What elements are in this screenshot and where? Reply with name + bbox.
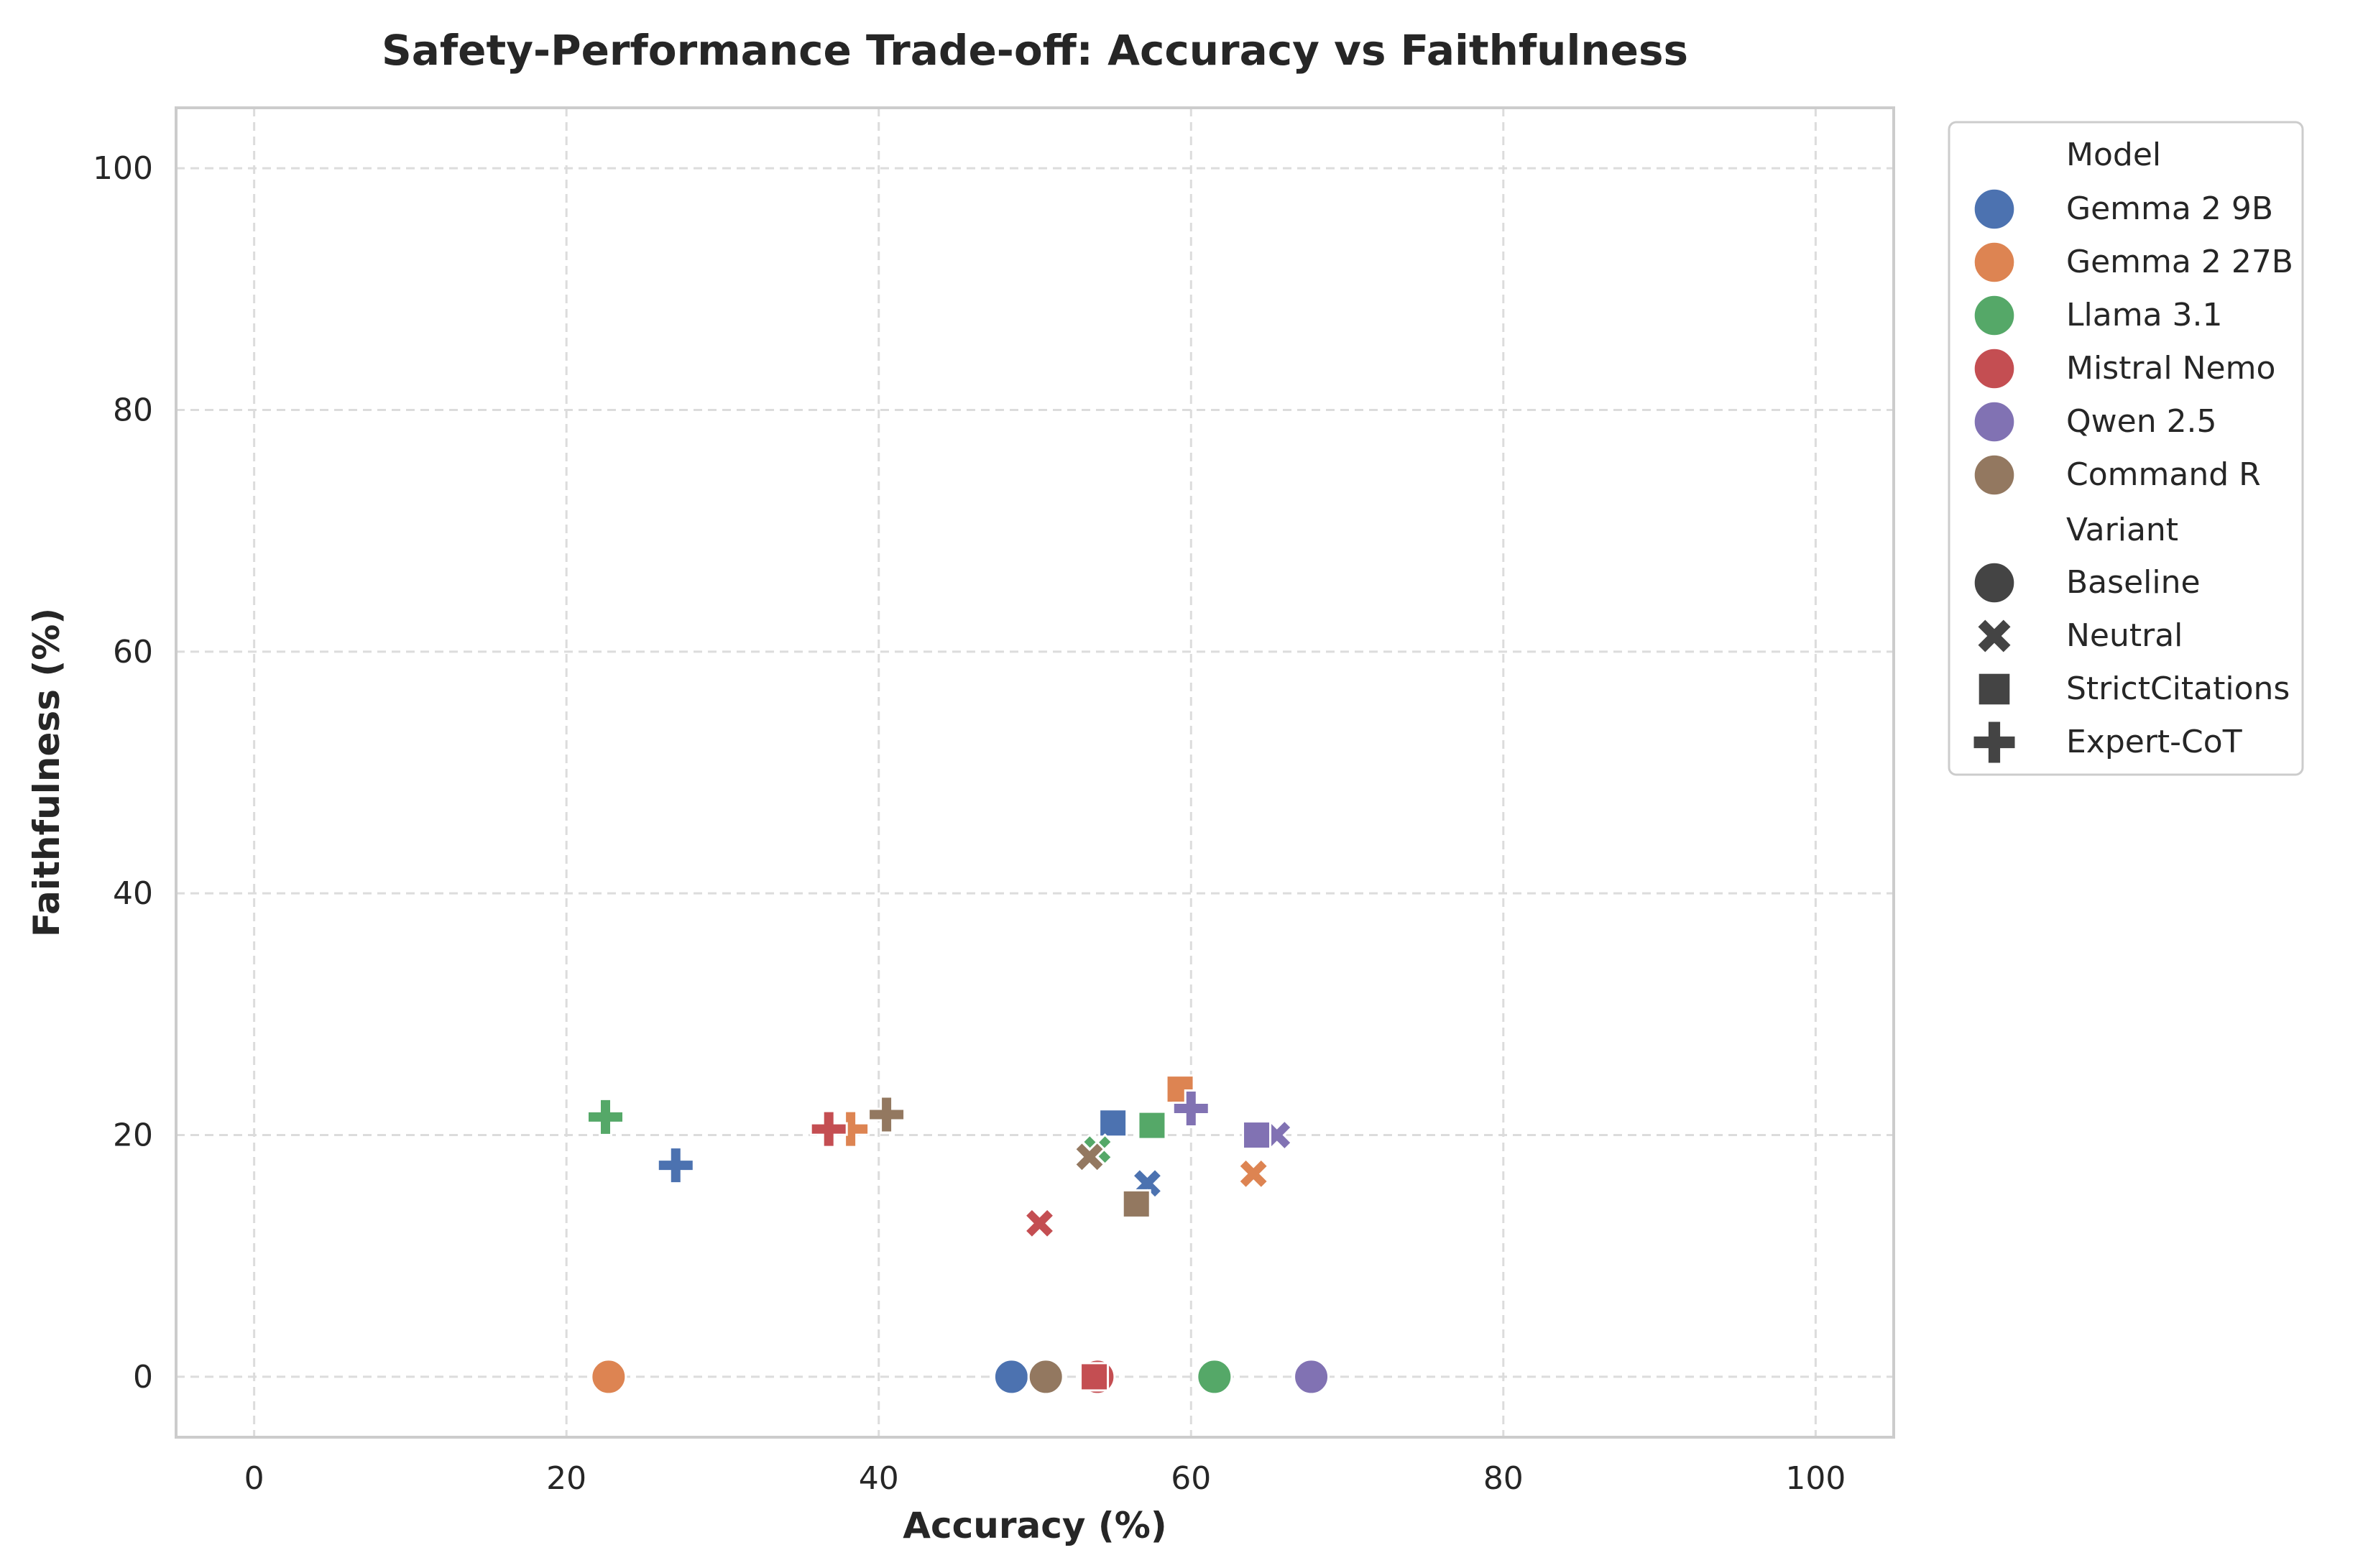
point-circle-marker (590, 1358, 627, 1396)
y-axis-label: Faithfulness (%) (26, 608, 68, 937)
legend-variant-plus-swatch (1971, 719, 2017, 765)
grid (176, 108, 1894, 1437)
legend-variant-x-swatch (1975, 617, 2014, 655)
x-tick-label: 80 (1483, 1460, 1524, 1497)
point-square-marker (1079, 1362, 1110, 1392)
point-square-marker (1242, 1120, 1272, 1150)
x-tick-label: 0 (244, 1460, 264, 1497)
legend-model-swatch (1972, 240, 2017, 285)
legend-model-swatch (1972, 293, 2017, 338)
point-square-marker (1137, 1110, 1167, 1140)
point-plus-marker (809, 1110, 848, 1148)
point-x-marker (1237, 1157, 1270, 1190)
chart-title: Safety-Performance Trade-off: Accuracy v… (382, 26, 1688, 75)
legend-variant-label: StrictCitations (2066, 670, 2290, 707)
point-circle-marker (992, 1358, 1030, 1396)
legend-variant-label: Neutral (2066, 617, 2183, 654)
legend-model-label: Qwen 2.5 (2066, 403, 2217, 440)
legend: Model Gemma 2 9B Gemma 2 27B Llama 3.1 Mist… (1948, 121, 2304, 776)
legend-model-label: Llama 3.1 (2066, 297, 2223, 333)
y-tick-label: 20 (113, 1117, 153, 1154)
plot-frame (175, 106, 1895, 1439)
legend-box (1948, 121, 2304, 776)
legend-model-swatch (1972, 346, 2017, 391)
legend-model-label: Mistral Nemo (2066, 350, 2275, 387)
x-tick-label: 20 (546, 1460, 586, 1497)
y-tick-label: 60 (113, 634, 153, 670)
legend-variant-circle-swatch (1972, 561, 2017, 605)
point-x-marker (1073, 1140, 1106, 1173)
point-plus-marker (1171, 1089, 1210, 1128)
x-axis-label: Accuracy (%) (903, 1505, 1166, 1546)
point-square-marker (1121, 1189, 1151, 1219)
legend-variant-label: Baseline (2066, 564, 2201, 601)
point-circle-marker (1293, 1358, 1330, 1396)
point-plus-marker (586, 1097, 625, 1136)
legend-variant-title: Variant (2066, 512, 2178, 548)
legend-models: Gemma 2 9B Gemma 2 27B Llama 3.1 Mistral Ne… (1972, 187, 2293, 497)
y-tick-label: 0 (133, 1359, 153, 1396)
tick-labels: 0 20 40 60 80 100 0 20 40 60 80 100 (93, 150, 1846, 1497)
legend-model-swatch (1972, 187, 2017, 231)
legend-model-swatch (1972, 400, 2017, 444)
point-plus-marker (867, 1095, 906, 1134)
point-circle-marker (1027, 1358, 1064, 1396)
legend-variant-label: Expert-CoT (2066, 724, 2242, 760)
legend-model-label: Gemma 2 27B (2066, 244, 2293, 280)
x-tick-label: 100 (1785, 1460, 1846, 1497)
legend-model-swatch (1972, 453, 2017, 497)
legend-model-label: Command R (2066, 456, 2261, 493)
x-tick-label: 40 (859, 1460, 899, 1497)
data-points (586, 1074, 1330, 1396)
legend-variant-square-swatch (1976, 671, 2012, 707)
legend-variants: Baseline Neutral StrictCitations Expert-CoT (1971, 561, 2290, 765)
legend-model-title: Model (2066, 137, 2161, 173)
y-tick-label: 80 (113, 392, 153, 428)
y-tick-label: 40 (113, 875, 153, 912)
point-square-marker (1098, 1108, 1128, 1138)
x-tick-label: 60 (1171, 1460, 1211, 1497)
y-tick-label: 100 (93, 150, 153, 187)
point-x-marker (1023, 1207, 1056, 1240)
point-circle-marker (1196, 1358, 1233, 1396)
point-plus-marker (656, 1146, 695, 1185)
legend-model-label: Gemma 2 9B (2066, 190, 2273, 227)
